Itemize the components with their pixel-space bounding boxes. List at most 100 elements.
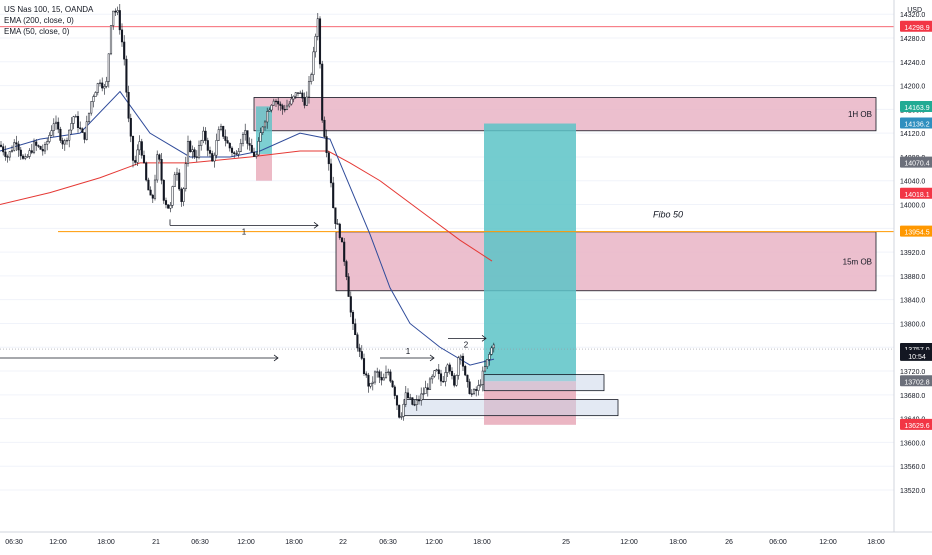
candle[interactable]: [26, 156, 29, 158]
candle[interactable]: [384, 372, 388, 379]
candle[interactable]: [481, 370, 484, 385]
candle[interactable]: [446, 364, 449, 373]
price-tag[interactable]: [900, 117, 932, 129]
candle[interactable]: [255, 154, 258, 157]
candle[interactable]: [178, 172, 181, 190]
candle[interactable]: [334, 207, 337, 224]
candle[interactable]: [208, 150, 212, 154]
candle[interactable]: [428, 378, 432, 390]
price-tag[interactable]: [900, 101, 932, 113]
ema200-line[interactable]: [0, 150, 493, 262]
candle[interactable]: [219, 125, 223, 130]
candle[interactable]: [301, 92, 304, 99]
candle[interactable]: [233, 152, 236, 154]
candle[interactable]: [323, 119, 326, 137]
candle[interactable]: [252, 151, 256, 157]
candle[interactable]: [483, 366, 487, 372]
candle[interactable]: [250, 145, 253, 153]
candle[interactable]: [329, 163, 333, 184]
candle[interactable]: [83, 132, 86, 140]
candle[interactable]: [149, 189, 152, 196]
candle[interactable]: [142, 155, 146, 164]
candle[interactable]: [391, 380, 394, 388]
candle[interactable]: [118, 10, 121, 31]
candle[interactable]: [147, 179, 150, 191]
candle[interactable]: [167, 204, 170, 209]
price-tag[interactable]: [900, 187, 932, 199]
candle[interactable]: [191, 149, 194, 153]
candle[interactable]: [32, 141, 36, 153]
candle[interactable]: [305, 96, 308, 106]
candle[interactable]: [437, 369, 440, 374]
candle[interactable]: [387, 371, 390, 373]
candle[interactable]: [140, 141, 143, 156]
legend-ema200[interactable]: EMA (200, close, 0): [4, 16, 74, 25]
candle[interactable]: [39, 146, 42, 150]
candle[interactable]: [112, 10, 115, 26]
candle[interactable]: [464, 366, 467, 376]
candle[interactable]: [367, 374, 370, 387]
legend-ema50[interactable]: EMA (50, close, 0): [4, 27, 70, 36]
candle[interactable]: [21, 155, 25, 159]
candle[interactable]: [50, 130, 53, 136]
candle[interactable]: [279, 103, 282, 106]
candle[interactable]: [303, 97, 306, 106]
candle[interactable]: [189, 141, 192, 153]
candle[interactable]: [261, 126, 264, 133]
candle[interactable]: [211, 153, 214, 162]
candle[interactable]: [76, 116, 80, 128]
candle[interactable]: [248, 143, 251, 146]
candle[interactable]: [404, 392, 407, 405]
candle[interactable]: [477, 385, 480, 391]
candle[interactable]: [125, 58, 128, 93]
candle[interactable]: [30, 150, 33, 153]
candle[interactable]: [378, 371, 381, 378]
candle[interactable]: [389, 371, 392, 382]
candle[interactable]: [314, 36, 317, 53]
candle[interactable]: [169, 205, 172, 209]
candle[interactable]: [160, 159, 163, 181]
candle[interactable]: [426, 387, 429, 390]
candle[interactable]: [395, 395, 399, 406]
candle[interactable]: [57, 121, 60, 130]
candle[interactable]: [413, 404, 416, 406]
candle[interactable]: [0, 144, 3, 147]
candle[interactable]: [105, 81, 108, 87]
candle[interactable]: [145, 162, 148, 181]
candle[interactable]: [327, 152, 330, 165]
gap-box[interactable]: [403, 399, 619, 417]
candle[interactable]: [459, 355, 462, 359]
candle[interactable]: [52, 123, 55, 131]
candle[interactable]: [268, 109, 271, 112]
candle[interactable]: [48, 135, 51, 142]
candle[interactable]: [204, 130, 207, 141]
candle[interactable]: [450, 370, 454, 376]
candle[interactable]: [19, 149, 22, 157]
candle[interactable]: [439, 373, 443, 382]
candle[interactable]: [24, 156, 27, 159]
candle[interactable]: [345, 261, 348, 277]
candle[interactable]: [292, 95, 295, 100]
candle[interactable]: [422, 393, 425, 395]
candle[interactable]: [173, 174, 176, 187]
candle[interactable]: [72, 116, 75, 124]
candle[interactable]: [321, 63, 324, 121]
candle[interactable]: [400, 416, 403, 418]
candle[interactable]: [288, 103, 291, 107]
candle[interactable]: [85, 121, 88, 140]
candle[interactable]: [411, 397, 414, 405]
candle[interactable]: [92, 96, 95, 102]
candle[interactable]: [79, 127, 82, 129]
candle[interactable]: [59, 128, 62, 141]
candle[interactable]: [15, 142, 18, 145]
candle[interactable]: [382, 377, 385, 381]
candle[interactable]: [6, 156, 9, 158]
ema50-line[interactable]: [0, 90, 495, 366]
candle[interactable]: [433, 370, 436, 377]
candle[interactable]: [10, 149, 14, 152]
candle[interactable]: [63, 140, 66, 145]
price-tag[interactable]: [900, 156, 932, 168]
candle[interactable]: [90, 101, 93, 114]
candle[interactable]: [186, 141, 190, 164]
candle[interactable]: [87, 112, 91, 123]
